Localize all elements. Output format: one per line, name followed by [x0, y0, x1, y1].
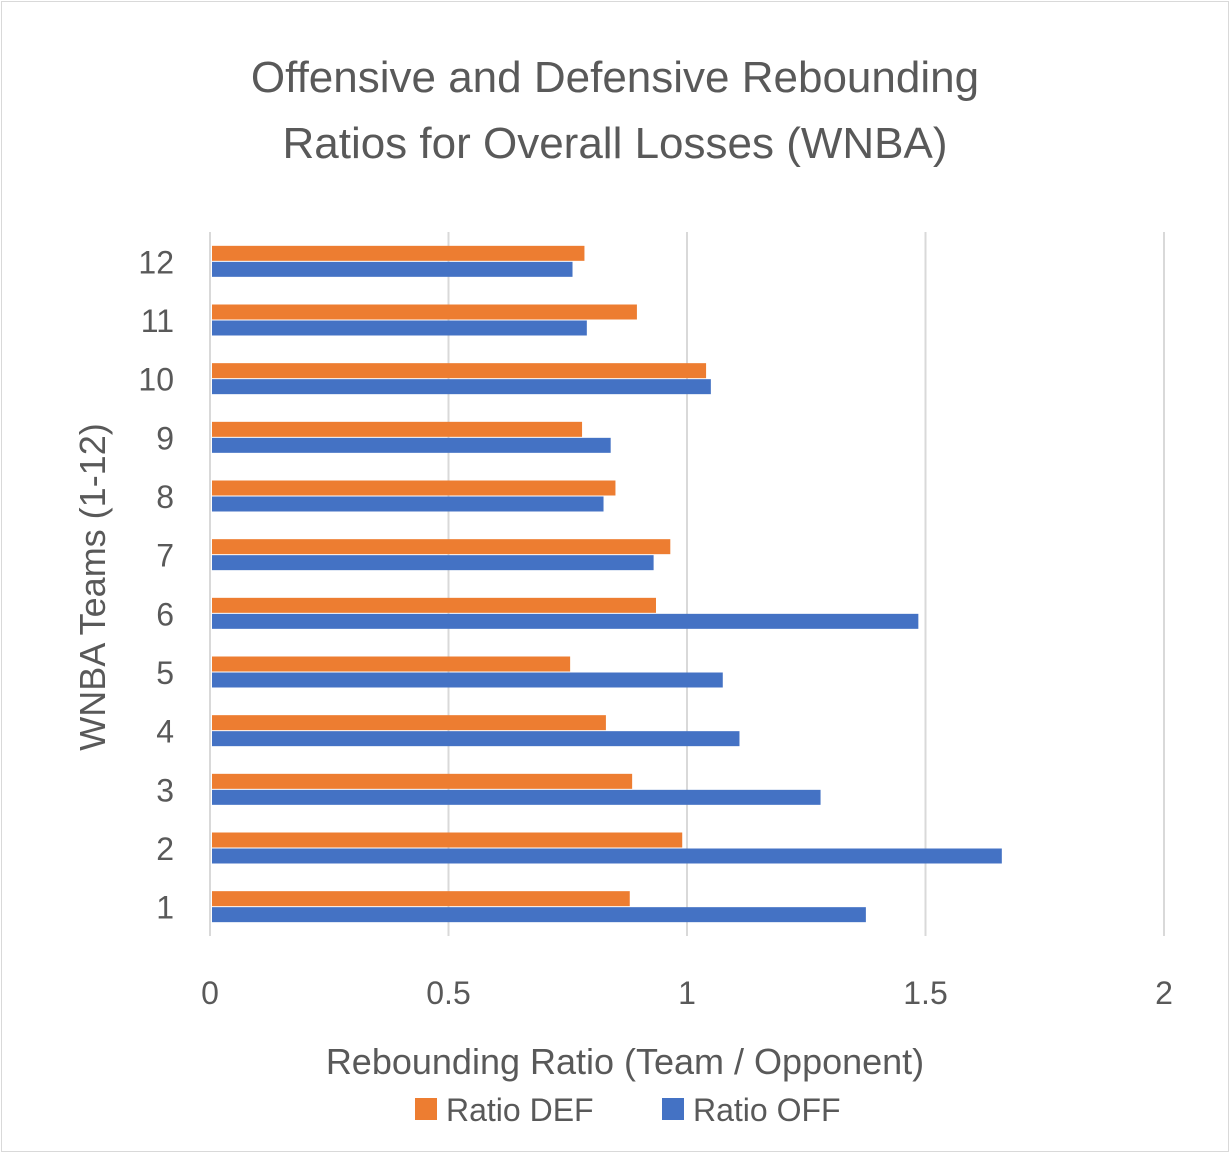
bar-off-team-9	[212, 437, 611, 453]
y-tick-label: 3	[156, 772, 174, 808]
bar-off-team-7	[212, 555, 654, 571]
y-tick-label: 5	[156, 655, 174, 691]
gridlines	[209, 232, 1165, 936]
bar-def-team-2	[212, 832, 683, 848]
x-tick-label: 1.5	[903, 975, 947, 1011]
bar-off-team-11	[212, 320, 587, 336]
bar-off-team-8	[212, 496, 604, 512]
bars	[212, 245, 1002, 923]
y-tick-label: 2	[156, 831, 174, 867]
x-tick-label: 1	[678, 975, 696, 1011]
bar-def-team-11	[212, 304, 637, 320]
bar-def-team-3	[212, 773, 633, 789]
bar-def-team-5	[212, 656, 571, 672]
y-tick-label: 10	[138, 362, 174, 398]
y-tick-label: 8	[156, 479, 174, 515]
y-tick-label: 6	[156, 596, 174, 632]
y-tick-label: 4	[156, 714, 174, 750]
bar-def-team-10	[212, 363, 707, 379]
chart-title-line-2: Ratios for Overall Losses (WNBA)	[282, 119, 947, 168]
bar-off-team-10	[212, 379, 711, 395]
bar-def-team-1	[212, 891, 630, 907]
bar-def-team-7	[212, 539, 671, 555]
x-tick-label: 0	[201, 975, 219, 1011]
x-tick-label: 2	[1155, 975, 1173, 1011]
bar-off-team-2	[212, 848, 1002, 864]
y-axis-label: WNBA Teams (1-12)	[72, 423, 113, 750]
y-tick-label: 12	[138, 244, 174, 280]
x-tick-label: 0.5	[426, 975, 470, 1011]
bar-off-team-6	[212, 613, 919, 629]
legend-label-off: Ratio OFF	[693, 1092, 841, 1128]
bar-def-team-6	[212, 597, 656, 613]
bar-def-team-8	[212, 480, 616, 496]
y-tick-label: 11	[141, 303, 174, 339]
x-tick-labels: 0 0.5 1 1.5 2	[201, 975, 1173, 1011]
y-tick-label: 9	[156, 420, 174, 456]
bar-off-team-4	[212, 731, 740, 747]
x-axis-label: Rebounding Ratio (Team / Opponent)	[326, 1041, 924, 1082]
y-tick-label: 7	[156, 538, 174, 574]
bar-def-team-4	[212, 715, 606, 731]
bar-off-team-5	[212, 672, 723, 688]
bar-def-team-12	[212, 245, 585, 261]
legend-swatch-off	[662, 1098, 684, 1120]
chart-title-line-1: Offensive and Defensive Rebounding	[251, 53, 979, 102]
bar-off-team-1	[212, 907, 866, 923]
legend: Ratio DEF Ratio OFF	[415, 1092, 841, 1128]
legend-label-def: Ratio DEF	[446, 1092, 594, 1128]
y-tick-label: 1	[156, 890, 174, 926]
legend-swatch-def	[415, 1098, 437, 1120]
bar-def-team-9	[212, 421, 583, 437]
bar-off-team-3	[212, 789, 821, 805]
bar-off-team-12	[212, 261, 573, 277]
